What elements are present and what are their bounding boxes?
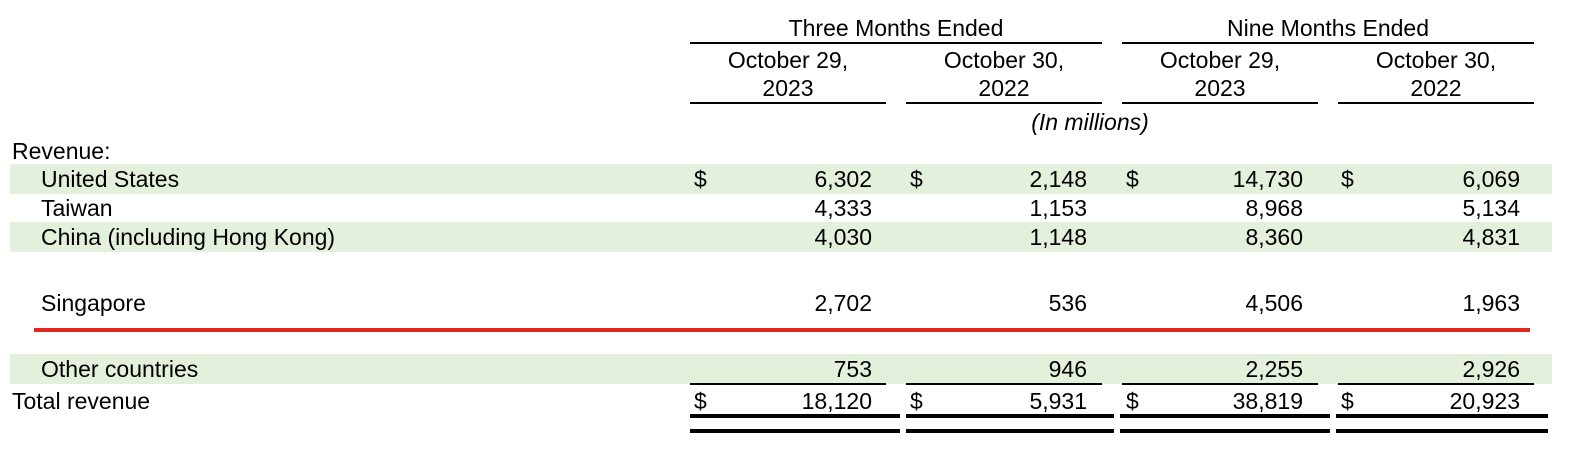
currency-symbol: $ xyxy=(1341,166,1354,192)
total-double-rule-4b xyxy=(1336,429,1548,433)
cell-china-9m-2022: 4,831 xyxy=(1462,224,1520,250)
cell-taiwan-9m-2023: 8,968 xyxy=(1245,195,1303,221)
currency-symbol: $ xyxy=(1126,388,1139,414)
cell-united-states-9m-2023: 14,730 xyxy=(1232,166,1303,192)
section-label-revenue: Revenue: xyxy=(12,138,111,164)
cell-other-q3-2022: 946 xyxy=(1048,356,1087,382)
cell-singapore-q3-2022: 536 xyxy=(1048,290,1087,316)
cell-taiwan-q3-2023: 4,333 xyxy=(814,195,872,221)
column-header-2-line2: 2022 xyxy=(978,75,1030,101)
cell-total-9m-2022: 20,923 xyxy=(1449,388,1520,414)
subtotal-rule-4 xyxy=(1338,383,1534,385)
row-label-china: China (including Hong Kong) xyxy=(41,224,336,250)
column-header-1: October 29, 2023 xyxy=(690,46,886,102)
cell-united-states-q3-2023: 6,302 xyxy=(814,166,872,192)
header-nine-months: Nine Months Ended xyxy=(1226,15,1429,41)
cell-taiwan-q3-2022: 1,153 xyxy=(1029,195,1087,221)
cell-china-q3-2023: 4,030 xyxy=(814,224,872,250)
red-divider-line xyxy=(34,328,1530,332)
total-double-rule-4 xyxy=(1336,414,1548,418)
cell-china-9m-2023: 8,360 xyxy=(1245,224,1303,250)
subtotal-rule-1 xyxy=(690,383,886,385)
total-double-rule-3 xyxy=(1120,414,1330,418)
header-three-months-rule xyxy=(690,42,1102,44)
currency-symbol: $ xyxy=(1341,388,1354,414)
row-label-singapore: Singapore xyxy=(41,290,146,316)
row-label-total-revenue: Total revenue xyxy=(12,388,151,414)
cell-united-states-9m-2022: 6,069 xyxy=(1462,166,1520,192)
subtotal-rule-2 xyxy=(906,383,1102,385)
cell-other-9m-2022: 2,926 xyxy=(1462,356,1520,382)
cell-total-9m-2023: 38,819 xyxy=(1232,388,1303,414)
currency-symbol: $ xyxy=(694,166,707,192)
total-double-rule-3b xyxy=(1120,429,1330,433)
column-header-2-rule xyxy=(906,102,1102,104)
header-nine-months-rule xyxy=(1122,42,1534,44)
column-header-2-line1: October 30, xyxy=(943,47,1065,73)
cell-singapore-9m-2023: 4,506 xyxy=(1245,290,1303,316)
cell-singapore-9m-2022: 1,963 xyxy=(1462,290,1520,316)
column-header-1-line1: October 29, xyxy=(727,47,849,73)
total-double-rule-2b xyxy=(906,429,1114,433)
column-header-1-line2: 2023 xyxy=(762,75,814,101)
total-double-rule-1 xyxy=(690,414,900,418)
currency-symbol: $ xyxy=(910,388,923,414)
column-header-3: October 29, 2023 xyxy=(1122,46,1318,102)
currency-symbol: $ xyxy=(910,166,923,192)
currency-symbol: $ xyxy=(1126,166,1139,192)
row-label-other-countries: Other countries xyxy=(41,356,199,382)
total-double-rule-1b xyxy=(690,429,900,433)
cell-singapore-q3-2023: 2,702 xyxy=(814,290,872,316)
row-label-taiwan: Taiwan xyxy=(41,195,113,221)
cell-other-q3-2023: 753 xyxy=(833,356,872,382)
cell-china-q3-2022: 1,148 xyxy=(1029,224,1087,250)
header-three-months: Three Months Ended xyxy=(788,15,1004,41)
row-band-united-states xyxy=(10,164,1552,194)
row-band-china xyxy=(10,222,1552,252)
column-header-4: October 30, 2022 xyxy=(1338,46,1534,102)
row-band-other-countries xyxy=(10,354,1552,384)
total-double-rule-2 xyxy=(906,414,1114,418)
cell-taiwan-9m-2022: 5,134 xyxy=(1462,195,1520,221)
column-header-1-rule xyxy=(690,102,886,104)
row-label-united-states: United States xyxy=(41,166,180,192)
units-note: (In millions) xyxy=(1031,109,1149,135)
column-header-4-line2: 2022 xyxy=(1410,75,1462,101)
column-header-3-line2: 2023 xyxy=(1194,75,1246,101)
column-header-4-line1: October 30, xyxy=(1375,47,1497,73)
cell-total-q3-2022: 5,931 xyxy=(1029,388,1087,414)
cell-united-states-q3-2022: 2,148 xyxy=(1029,166,1087,192)
column-header-3-line1: October 29, xyxy=(1159,47,1281,73)
column-header-4-rule xyxy=(1338,102,1534,104)
currency-symbol: $ xyxy=(694,388,707,414)
cell-other-9m-2023: 2,255 xyxy=(1245,356,1303,382)
column-header-3-rule xyxy=(1122,102,1318,104)
column-header-2: October 30, 2022 xyxy=(906,46,1102,102)
cell-total-q3-2023: 18,120 xyxy=(801,388,872,414)
subtotal-rule-3 xyxy=(1122,383,1318,385)
